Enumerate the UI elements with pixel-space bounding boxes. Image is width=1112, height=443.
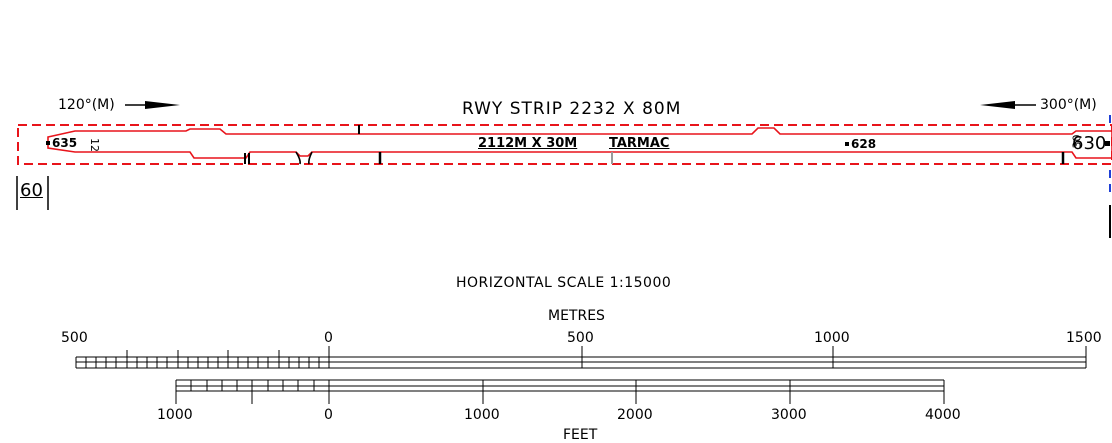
elevation-marker xyxy=(1105,141,1110,146)
metres-scale-bar xyxy=(75,346,1087,369)
feet-tick-label: 4000 xyxy=(925,407,961,423)
feet-scale-bar xyxy=(175,379,945,404)
threshold-east-label: 30 xyxy=(1070,134,1084,149)
metres-tick-label: 500 xyxy=(567,330,594,346)
elevation-marker xyxy=(46,141,50,145)
feet-tick-label: 2000 xyxy=(617,407,653,423)
feet-tick-label: 1000 xyxy=(157,407,193,423)
metres-label: METRES xyxy=(548,308,605,324)
arrow-left-icon xyxy=(980,101,1036,109)
threshold-west-label: 12 xyxy=(88,138,101,152)
scale-title: HORIZONTAL SCALE 1:15000 xyxy=(456,275,672,291)
metres-tick-label: 1500 xyxy=(1066,330,1102,346)
elevation-marker xyxy=(845,142,849,146)
arrow-right-icon xyxy=(125,101,180,109)
elevation-mid-label: 628 xyxy=(851,137,877,151)
feet-tick-label: 0 xyxy=(324,407,333,423)
metres-tick-label: 0 xyxy=(324,330,333,346)
runway-dimensions-label: 2112M X 30M xyxy=(478,136,578,151)
strip-width-label: 60 xyxy=(20,180,43,201)
elevation-west-label: 635 xyxy=(52,136,78,150)
runway-strip-boundary xyxy=(17,124,1112,165)
runway-strip-label: RWY STRIP 2232 X 80M xyxy=(462,99,682,119)
heading-west-label: 120°(M) xyxy=(58,97,115,113)
runway-surface-label: TARMAC xyxy=(609,136,670,151)
feet-label: FEET xyxy=(563,427,598,443)
heading-east-label: 300°(M) xyxy=(1040,97,1097,113)
feet-scale-subdivisions xyxy=(190,380,315,391)
metres-tick-label: 1000 xyxy=(814,330,850,346)
taxiway-connector xyxy=(295,151,313,165)
metres-tick-label: 500 xyxy=(61,330,88,346)
feet-tick-label: 3000 xyxy=(771,407,807,423)
feet-tick-label: 1000 xyxy=(464,407,500,423)
elevation-east-label: 630 xyxy=(1072,133,1107,154)
metres-scale-subdivisions xyxy=(85,357,320,368)
runway-outline xyxy=(47,127,1112,159)
